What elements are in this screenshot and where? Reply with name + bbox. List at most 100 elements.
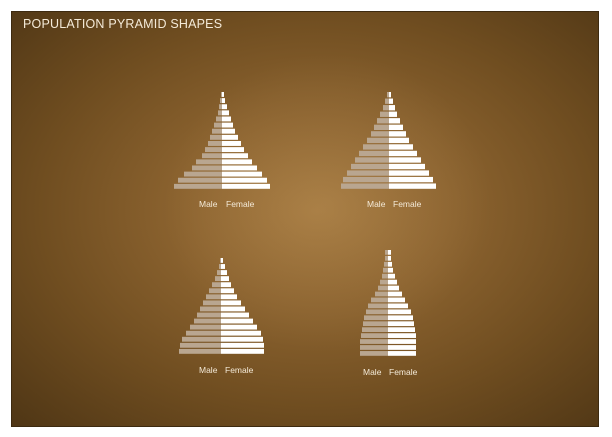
female-bar: [389, 157, 421, 163]
female-bar: [388, 315, 413, 321]
female-bar: [222, 92, 224, 97]
female-bar: [388, 333, 416, 338]
male-bar: [385, 250, 388, 255]
male-bar: [203, 300, 221, 306]
female-bar: [389, 183, 436, 189]
male-bar: [364, 315, 388, 321]
female-bar: [389, 111, 397, 117]
female-bar: [389, 118, 400, 124]
male-bar: [215, 276, 221, 282]
female-bar: [221, 294, 237, 300]
female-bar: [388, 339, 416, 344]
male-bar: [220, 258, 221, 263]
pyramid-chart-bottom-left: Male Female: [179, 258, 264, 375]
female-bar: [388, 345, 416, 350]
female-bar: [221, 318, 253, 324]
female-bar: [389, 92, 391, 98]
pyramid-chart-top-right: Male Female: [341, 92, 436, 209]
male-bar: [210, 134, 222, 140]
male-bar: [186, 330, 221, 336]
female-bar: [221, 300, 241, 306]
female-label: Female: [389, 367, 418, 377]
male-bar: [360, 345, 388, 350]
male-bar: [190, 324, 221, 330]
male-bar: [360, 351, 388, 356]
male-bar: [180, 342, 221, 348]
male-label: Male: [367, 199, 386, 209]
female-bar: [389, 124, 403, 130]
male-label: Male: [363, 367, 382, 377]
male-bar: [219, 264, 221, 269]
female-bar: [222, 104, 227, 110]
female-bar: [388, 351, 416, 356]
female-bar: [222, 110, 229, 116]
female-bar: [222, 116, 231, 122]
female-bar: [221, 288, 234, 294]
male-bar: [343, 176, 389, 183]
male-bar: [351, 163, 389, 170]
female-bar: [389, 144, 413, 150]
male-bar: [208, 141, 222, 146]
male-bar: [377, 118, 389, 124]
male-bar: [206, 294, 221, 300]
male-bar: [385, 255, 388, 261]
male-bar: [360, 339, 388, 344]
female-bar: [222, 128, 235, 134]
female-bar: [388, 285, 399, 291]
male-bar: [214, 122, 222, 128]
female-label: Female: [225, 365, 254, 375]
male-bar: [361, 333, 388, 338]
male-bar: [209, 288, 221, 294]
female-bar: [388, 327, 415, 333]
female-bar: [389, 163, 425, 170]
female-bar: [221, 312, 249, 318]
male-bar: [366, 309, 388, 315]
male-bar: [221, 92, 222, 97]
male-bar: [383, 267, 388, 273]
male-bar: [363, 144, 389, 150]
male-bar: [205, 147, 222, 153]
female-bar: [221, 282, 231, 288]
male-bar: [380, 111, 389, 117]
female-bar: [221, 264, 225, 269]
female-bar: [222, 147, 244, 153]
female-bar: [388, 291, 402, 297]
male-bar: [216, 116, 222, 122]
female-label: Female: [393, 199, 422, 209]
female-bar: [389, 150, 417, 157]
male-bar: [179, 348, 221, 354]
female-bar: [221, 336, 263, 342]
male-bar: [371, 131, 389, 137]
male-bar: [362, 327, 388, 333]
pyramid-chart-bottom-right: Male Female: [360, 250, 418, 377]
female-bar: [221, 306, 245, 312]
female-bar: [221, 258, 223, 263]
female-bar: [222, 159, 252, 165]
male-bar: [200, 306, 221, 312]
male-bar: [178, 177, 222, 183]
male-bar: [382, 273, 388, 279]
female-bar: [389, 137, 409, 144]
male-bar: [385, 98, 389, 104]
male-bar: [219, 104, 222, 110]
female-bar: [221, 348, 264, 354]
male-label: Male: [199, 365, 218, 375]
female-bar: [222, 153, 248, 159]
male-bar: [202, 153, 222, 159]
female-bar: [221, 342, 264, 348]
male-bar: [217, 270, 221, 275]
female-bar: [389, 170, 429, 176]
male-bar: [174, 183, 222, 189]
female-bar: [222, 183, 270, 189]
female-bar: [222, 134, 238, 140]
page-title: POPULATION PYRAMID SHAPES: [23, 17, 223, 31]
female-bar: [388, 267, 393, 273]
male-bar: [196, 159, 222, 165]
male-bar: [384, 261, 388, 267]
male-bar: [371, 297, 388, 303]
female-bar: [222, 177, 267, 183]
female-bar: [388, 279, 397, 285]
male-bar: [359, 150, 389, 157]
female-label: Female: [226, 199, 255, 209]
